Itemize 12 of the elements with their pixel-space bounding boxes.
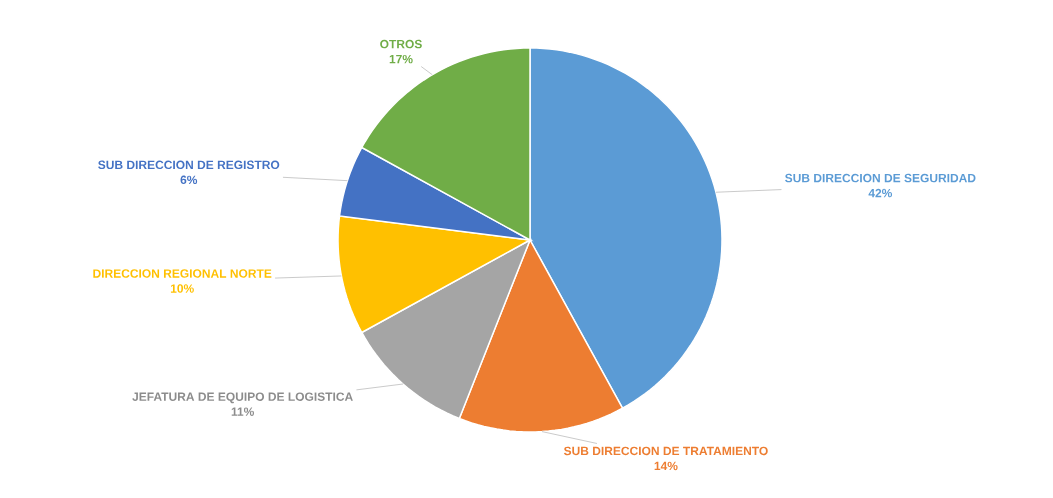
slice-label: DIRECCION REGIONAL NORTE: [93, 269, 272, 278]
slice-label: SUB DIRECCION DE TRATAMIENTO: [563, 446, 768, 456]
data-label: 6%: [180, 175, 198, 185]
slice-label: OTROS: [380, 39, 422, 49]
data-label: 10%: [170, 284, 194, 293]
slice-label: JEFATURA DE EQUIPO DE LOGISTICA: [132, 392, 353, 404]
data-label: 17%: [389, 54, 413, 64]
data-label: 42%: [868, 188, 893, 198]
slice-label: SUB DIRECCION DE SEGURIDAD: [785, 173, 976, 183]
data-label: 14%: [654, 461, 678, 471]
data-label: 11%: [231, 407, 254, 416]
slice-label: SUB DIRECCION DE REGISTRO: [98, 160, 280, 170]
